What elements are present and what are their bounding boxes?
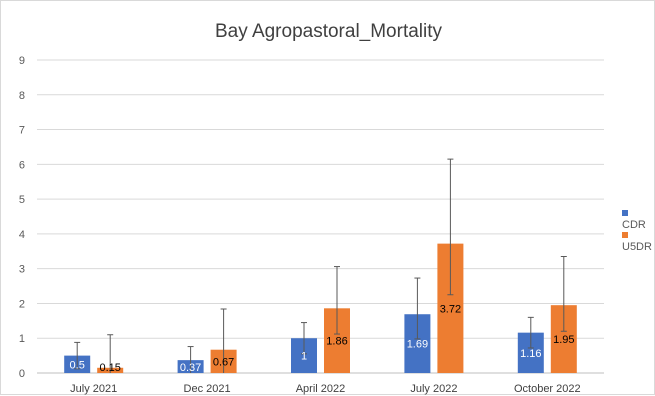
data-label: 0.15 [99, 362, 120, 374]
y-tick-label: 7 [19, 125, 25, 137]
y-tick-label: 5 [19, 194, 25, 206]
y-tick-label: 1 [19, 333, 25, 345]
x-tick-label: July 2022 [410, 383, 457, 395]
y-tick-label: 6 [19, 159, 25, 171]
legend-label-u5dr: U5DR [622, 241, 652, 253]
x-tick-label: October 2022 [514, 383, 581, 395]
data-label: 0.37 [180, 362, 201, 374]
data-label: 0.5 [70, 359, 85, 371]
legend-swatch-cdr [622, 210, 628, 217]
x-tick-label: April 2022 [296, 383, 346, 395]
data-label: 1.69 [407, 339, 428, 351]
data-label: 1.86 [326, 336, 347, 348]
data-label: 1.95 [553, 334, 574, 346]
legend-swatch-u5dr [622, 232, 628, 239]
chart-title: Bay Agropastoral_Mortality [214, 21, 443, 42]
data-label: 1 [301, 351, 307, 363]
y-tick-label: 0 [19, 368, 25, 380]
y-tick-label: 9 [19, 55, 25, 67]
data-label: 0.67 [213, 356, 234, 368]
y-tick-label: 8 [19, 90, 25, 102]
y-tick-label: 4 [19, 229, 25, 241]
y-tick-label: 2 [19, 298, 25, 310]
data-label: 3.72 [440, 303, 461, 315]
y-tick-label: 3 [19, 264, 25, 276]
data-label: 1.16 [520, 348, 541, 360]
x-tick-label: Dec 2021 [184, 383, 231, 395]
legend-item-u5dr: U5DR [622, 229, 654, 253]
x-tick-label: July 2021 [70, 383, 117, 395]
legend-item-cdr: CDR [622, 207, 654, 231]
legend-label-cdr: CDR [622, 219, 646, 231]
